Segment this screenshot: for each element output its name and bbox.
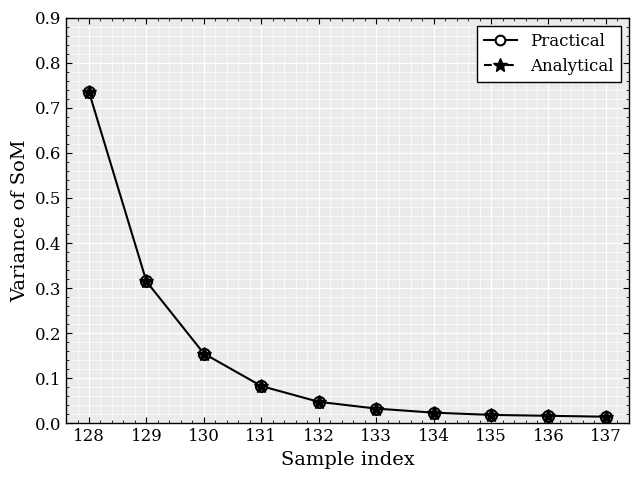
X-axis label: Sample index: Sample index: [280, 451, 414, 469]
Legend: Practical, Analytical: Practical, Analytical: [477, 26, 621, 82]
Y-axis label: Variance of SoM: Variance of SoM: [11, 139, 29, 302]
